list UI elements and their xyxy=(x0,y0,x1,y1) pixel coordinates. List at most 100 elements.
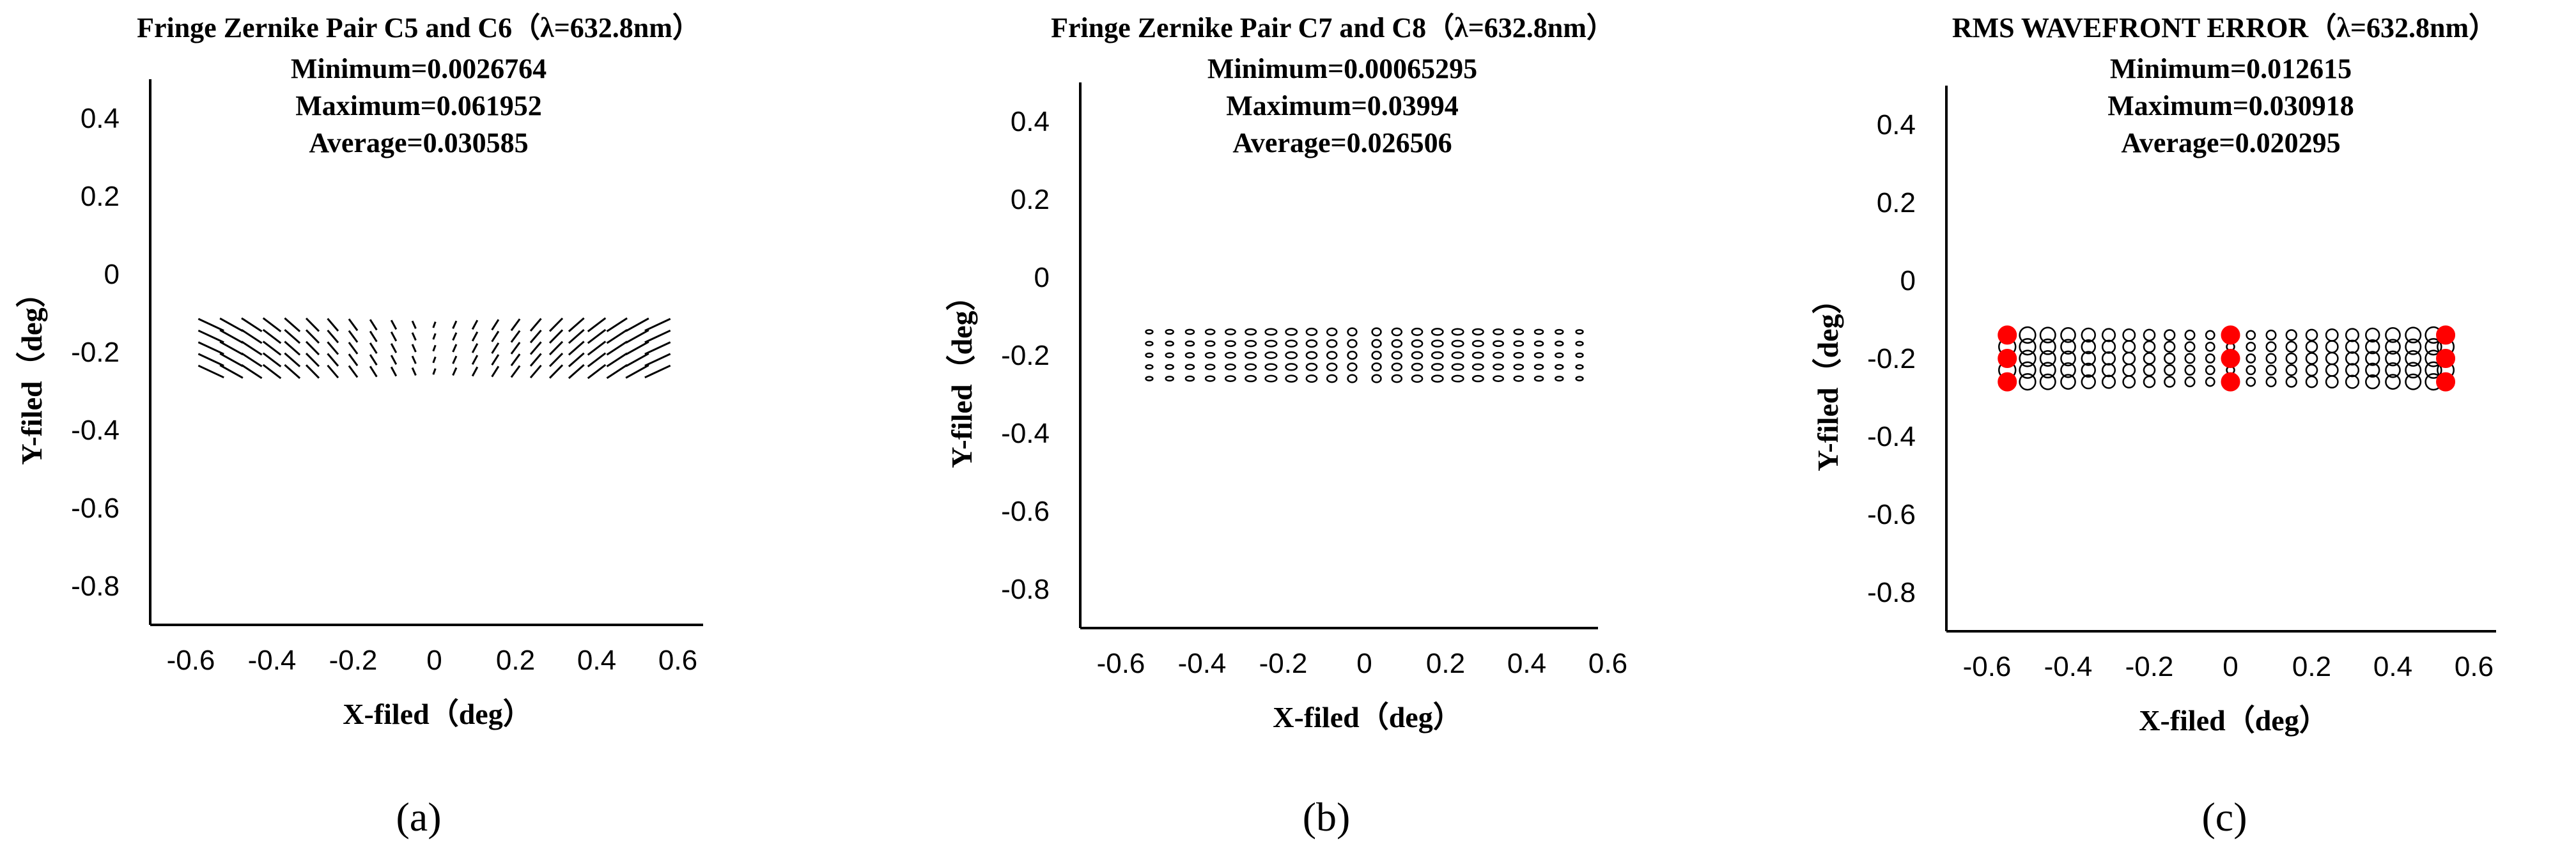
field-vector-mark xyxy=(587,341,607,356)
rms-circle-mark xyxy=(2325,375,2339,389)
rms-circle-mark xyxy=(2405,373,2422,390)
rms-circle-mark xyxy=(2325,363,2339,377)
y-axis-label: Y-filed（deg） xyxy=(945,281,978,468)
field-ellipse-mark xyxy=(1285,328,1298,336)
field-ellipse-mark xyxy=(1371,339,1382,348)
stat-line: Maximum=0.030918 xyxy=(2107,90,2354,121)
x-tick-label: 0.4 xyxy=(1507,648,1546,679)
field-vector-mark xyxy=(241,364,263,380)
field-vector-mark xyxy=(529,318,542,332)
field-vector-mark xyxy=(327,353,339,367)
rms-circle-mark xyxy=(2019,361,2037,379)
field-vector-mark xyxy=(548,329,564,344)
field-ellipse-mark xyxy=(1165,328,1174,335)
rms-circle-mark xyxy=(2184,341,2196,353)
rms-circle-mark xyxy=(2081,362,2096,378)
rms-circle-mark xyxy=(2101,363,2116,378)
field-vector-mark xyxy=(568,317,585,332)
stat-line: Minimum=0.012615 xyxy=(2110,53,2352,84)
chart-title: RMS WAVEFRONT ERROR（λ=632.8nm） xyxy=(1952,12,2497,43)
field-vector-mark xyxy=(284,364,301,380)
field-ellipse-mark xyxy=(1145,329,1154,335)
y-tick-label: -0.8 xyxy=(71,571,120,602)
rms-circle-mark xyxy=(2265,364,2277,376)
rms-circle-mark xyxy=(2143,352,2156,365)
field-vector-mark xyxy=(587,364,607,380)
field-vector-mark xyxy=(390,355,398,365)
field-vector-mark xyxy=(284,341,301,356)
field-vector-mark xyxy=(219,329,244,344)
field-vector-mark xyxy=(198,353,224,367)
field-vector-mark xyxy=(390,343,398,353)
field-vector-mark xyxy=(568,364,585,380)
field-ellipse-mark xyxy=(1471,363,1484,371)
field-ellipse-mark xyxy=(1145,376,1154,381)
field-ellipse-mark xyxy=(1305,339,1318,348)
rms-circle-mark xyxy=(2184,376,2196,388)
field-vector-mark xyxy=(510,365,521,378)
field-ellipse-mark xyxy=(1326,339,1338,348)
x-tick-label: 0.6 xyxy=(1588,648,1627,679)
field-ellipse-mark xyxy=(1347,350,1358,360)
rms-circle-mark xyxy=(2101,351,2116,366)
y-tick-label: 0 xyxy=(104,259,120,290)
field-ellipse-mark xyxy=(1204,375,1216,382)
rms-circle-mark xyxy=(2060,374,2076,390)
field-ellipse-mark xyxy=(1326,351,1338,360)
field-vector-mark xyxy=(587,352,607,367)
field-ellipse-mark xyxy=(1225,375,1236,382)
chart-panel-3: RMS WAVEFRONT ERROR（λ=632.8nm） Minimum=0.… xyxy=(1812,12,2497,840)
field-ellipse-mark xyxy=(1575,329,1584,335)
field-vector-mark xyxy=(452,332,458,341)
field-ellipse-mark xyxy=(1513,351,1525,359)
highlight-point xyxy=(2436,349,2456,368)
field-vector-mark xyxy=(369,354,378,366)
data-markers xyxy=(1145,327,1584,383)
field-vector-mark xyxy=(548,341,564,356)
rms-circle-mark xyxy=(2019,349,2037,367)
field-vector-mark xyxy=(491,354,500,366)
field-ellipse-mark xyxy=(1347,339,1358,348)
rms-circle-mark xyxy=(2365,351,2380,366)
rms-circle-mark xyxy=(2205,365,2215,376)
rms-circle-mark xyxy=(2143,364,2156,377)
field-vector-mark xyxy=(568,329,585,344)
field-vector-mark xyxy=(411,332,417,341)
field-ellipse-mark xyxy=(1575,364,1584,370)
rms-circle-mark xyxy=(2101,374,2116,389)
rms-circle-mark xyxy=(2285,329,2297,341)
field-vector-mark xyxy=(644,364,671,379)
rms-circle-mark xyxy=(2081,339,2096,355)
field-vector-mark xyxy=(348,365,359,378)
field-vector-mark xyxy=(548,352,564,367)
field-vector-mark xyxy=(606,341,628,356)
rms-circle-mark xyxy=(2305,352,2318,365)
field-vector-mark xyxy=(452,367,458,376)
field-ellipse-mark xyxy=(1391,362,1403,372)
rms-circle-mark xyxy=(2305,364,2318,377)
field-vector-mark xyxy=(411,320,417,329)
field-vector-mark xyxy=(625,318,649,332)
field-vector-mark xyxy=(529,329,542,344)
field-vector-mark xyxy=(452,344,458,353)
field-ellipse-mark xyxy=(1411,327,1424,336)
field-vector-mark xyxy=(510,342,521,355)
rms-circle-mark xyxy=(2019,326,2037,344)
field-ellipse-mark xyxy=(1493,363,1504,371)
field-vector-mark xyxy=(471,331,479,342)
field-ellipse-mark xyxy=(1225,363,1236,371)
y-tick-label: 0.4 xyxy=(1011,106,1050,137)
x-tick-label: 0.4 xyxy=(2373,651,2412,682)
rms-circle-mark xyxy=(2246,341,2256,352)
rms-circle-mark xyxy=(2285,364,2297,376)
field-vector-mark xyxy=(491,342,500,354)
x-tick-label: 0.2 xyxy=(2292,651,2331,682)
field-ellipse-mark xyxy=(1371,374,1382,383)
field-ellipse-mark xyxy=(1145,364,1154,370)
y-tick-label: 0.4 xyxy=(81,103,120,134)
rms-circle-mark xyxy=(2164,329,2176,341)
field-ellipse-mark xyxy=(1245,328,1257,336)
field-vector-mark xyxy=(305,318,320,332)
field-ellipse-mark xyxy=(1165,352,1174,358)
field-vector-mark xyxy=(305,329,320,344)
